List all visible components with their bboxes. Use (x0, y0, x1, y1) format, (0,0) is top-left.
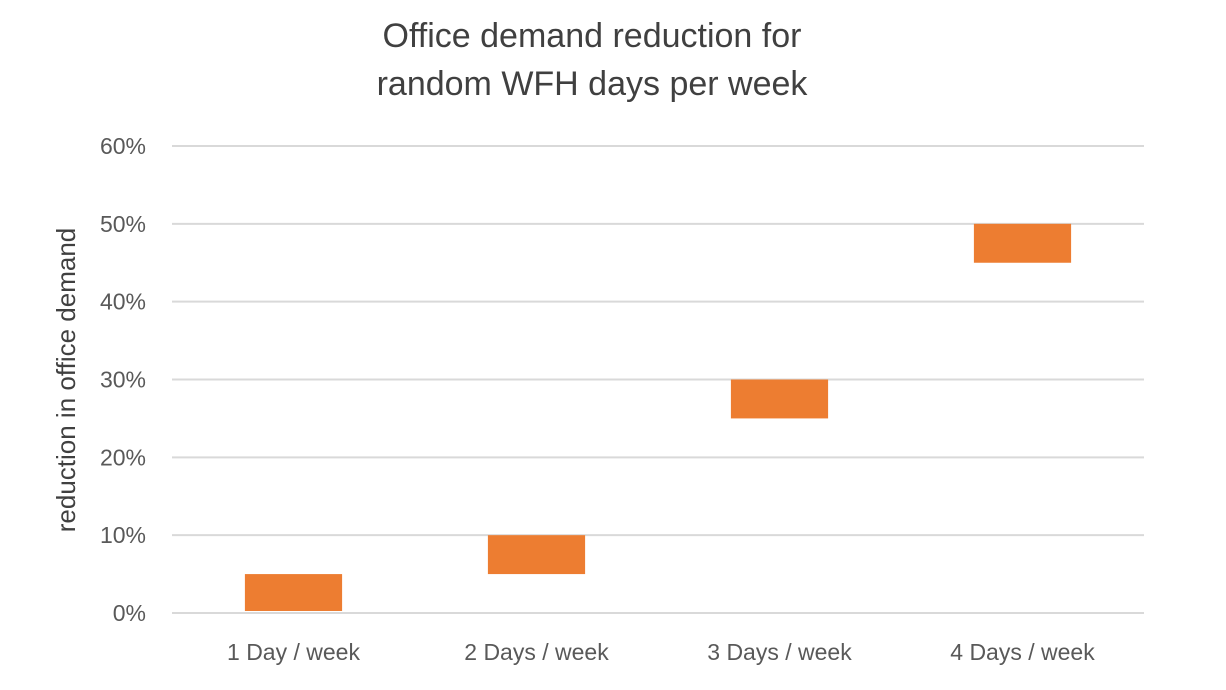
chart-title-line-1: Office demand reduction for (383, 17, 802, 55)
chart-title-line-2: random WFH days per week (377, 65, 809, 103)
y-axis-title: reduction in office demand (51, 228, 81, 533)
gridlines (172, 145, 1144, 614)
x-tick-label: 2 Days / week (464, 639, 609, 665)
x-tick-label: 1 Day / week (227, 639, 360, 665)
y-tick-label: 10% (100, 522, 146, 548)
chart-title: Office demand reduction for random WFH d… (377, 17, 809, 103)
x-axis-tick-labels: 1 Day / week 2 Days / week 3 Days / week 4 … (227, 639, 1095, 665)
y-tick-label: 50% (100, 211, 146, 237)
y-tick-label: 30% (100, 367, 146, 393)
y-tick-label: 60% (100, 133, 146, 159)
y-tick-label: 20% (100, 444, 146, 470)
bar-4 (973, 223, 1072, 263)
y-tick-label: 0% (113, 600, 146, 626)
bar-2 (487, 535, 586, 575)
bar-3 (730, 379, 829, 419)
bars (244, 223, 1072, 611)
y-tick-label: 40% (100, 289, 146, 315)
x-tick-label: 3 Days / week (707, 639, 852, 665)
x-tick-label: 4 Days / week (950, 639, 1095, 665)
y-axis-tick-labels: 0% 10% 20% 30% 40% 50% 60% (100, 133, 146, 626)
bar-1 (244, 574, 343, 611)
